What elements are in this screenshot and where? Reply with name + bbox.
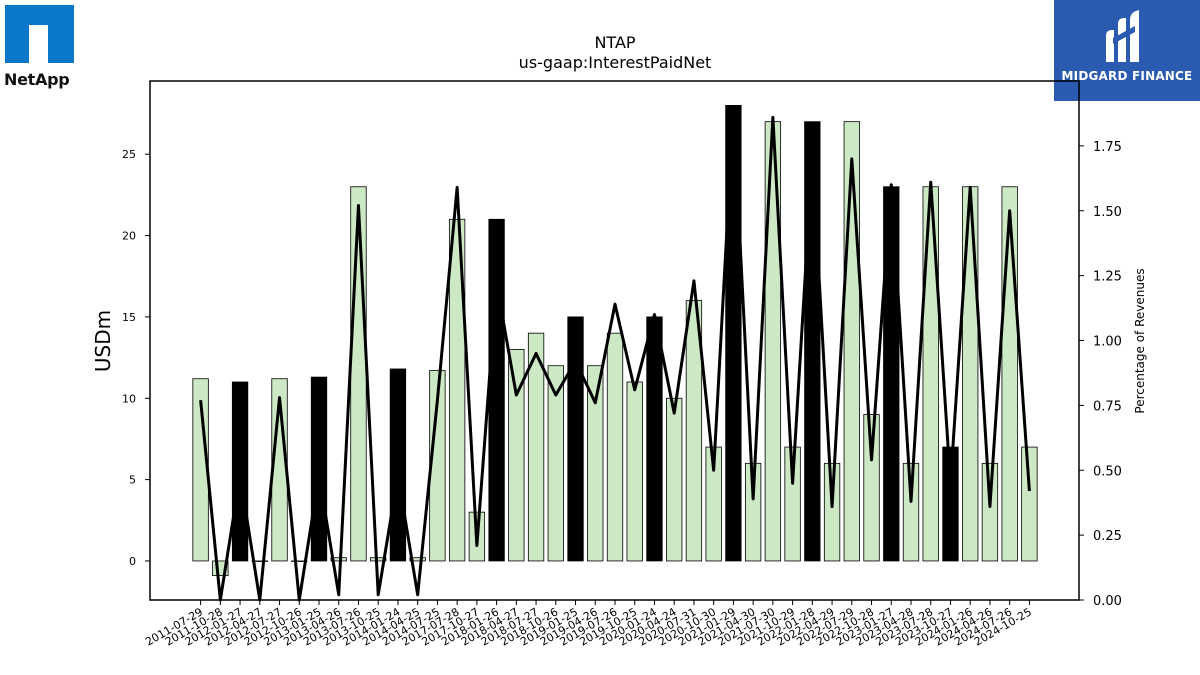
bar — [725, 105, 742, 562]
bar — [646, 316, 663, 562]
bar — [843, 121, 860, 562]
bar — [251, 560, 268, 562]
bar — [606, 332, 624, 562]
bar — [804, 121, 821, 562]
bar — [626, 381, 643, 562]
bar — [231, 381, 249, 562]
bar — [784, 446, 801, 562]
bar — [587, 365, 604, 562]
chart-title: NTAP — [594, 33, 635, 52]
bar — [863, 414, 880, 562]
y2-tick-label: 0.75 — [1093, 399, 1122, 414]
y2-tick-label: 1.25 — [1093, 270, 1122, 285]
bar — [508, 349, 525, 562]
bar — [666, 397, 683, 562]
bar — [310, 376, 328, 562]
pct-of-revenues-series — [199, 110, 1031, 602]
midgard-logo-mark — [1106, 10, 1139, 62]
y-axis-left: 0 5 10 15 20 25 — [122, 148, 150, 568]
pct-of-revenues-line — [199, 110, 1031, 602]
midgard-finance-logo: MIDGARD FINANCE — [1054, 0, 1200, 101]
midgard-logo-text: MIDGARD FINANCE — [1061, 69, 1193, 83]
y2-tick-label: 0.00 — [1093, 594, 1122, 609]
bar — [902, 462, 920, 562]
y-axis-label: USDm — [91, 310, 115, 372]
y-tick-label: 25 — [122, 148, 136, 161]
netapp-logo-mark — [5, 5, 74, 63]
bar — [547, 365, 564, 562]
y2-axis-label: Percentage of Revenues — [1133, 268, 1147, 413]
bar — [823, 462, 841, 562]
y2-tick-label: 0.50 — [1093, 464, 1122, 479]
bar — [942, 446, 959, 562]
netapp-logo-text: NetApp — [4, 70, 70, 89]
bar — [567, 316, 584, 562]
y-tick-label: 5 — [129, 474, 136, 487]
y2-tick-label: 1.50 — [1093, 205, 1122, 220]
y-tick-label: 10 — [122, 392, 136, 405]
bar — [981, 462, 999, 562]
bar — [962, 186, 979, 562]
bar — [291, 560, 308, 562]
bar-series — [192, 105, 1038, 576]
y2-tick-label: 0.25 — [1093, 529, 1122, 544]
bar — [409, 557, 426, 562]
bar — [389, 368, 407, 562]
bar — [1021, 446, 1038, 562]
y-tick-label: 15 — [122, 311, 136, 324]
bar — [330, 557, 347, 562]
netapp-logo: NetApp — [4, 4, 84, 94]
y-tick-label: 0 — [129, 555, 136, 568]
y2-tick-label: 1.00 — [1093, 335, 1122, 350]
x-axis: 2011-07-292011-10-282012-01-272012-04-27… — [143, 600, 1034, 649]
y-axis-right: 0.00 0.25 0.50 0.75 1.00 1.25 1.50 1.75 — [1079, 140, 1122, 609]
bar — [488, 218, 505, 562]
bar — [527, 332, 545, 562]
bar — [685, 300, 703, 562]
bar — [350, 186, 367, 562]
y-tick-label: 20 — [122, 230, 136, 243]
bar — [744, 462, 762, 562]
chart-subtitle: us-gaap:InterestPaidNet — [519, 53, 712, 72]
bar — [448, 218, 466, 562]
y2-tick-label: 1.75 — [1093, 140, 1122, 155]
bar — [764, 121, 782, 562]
bar — [370, 557, 387, 562]
bar — [1001, 186, 1018, 562]
